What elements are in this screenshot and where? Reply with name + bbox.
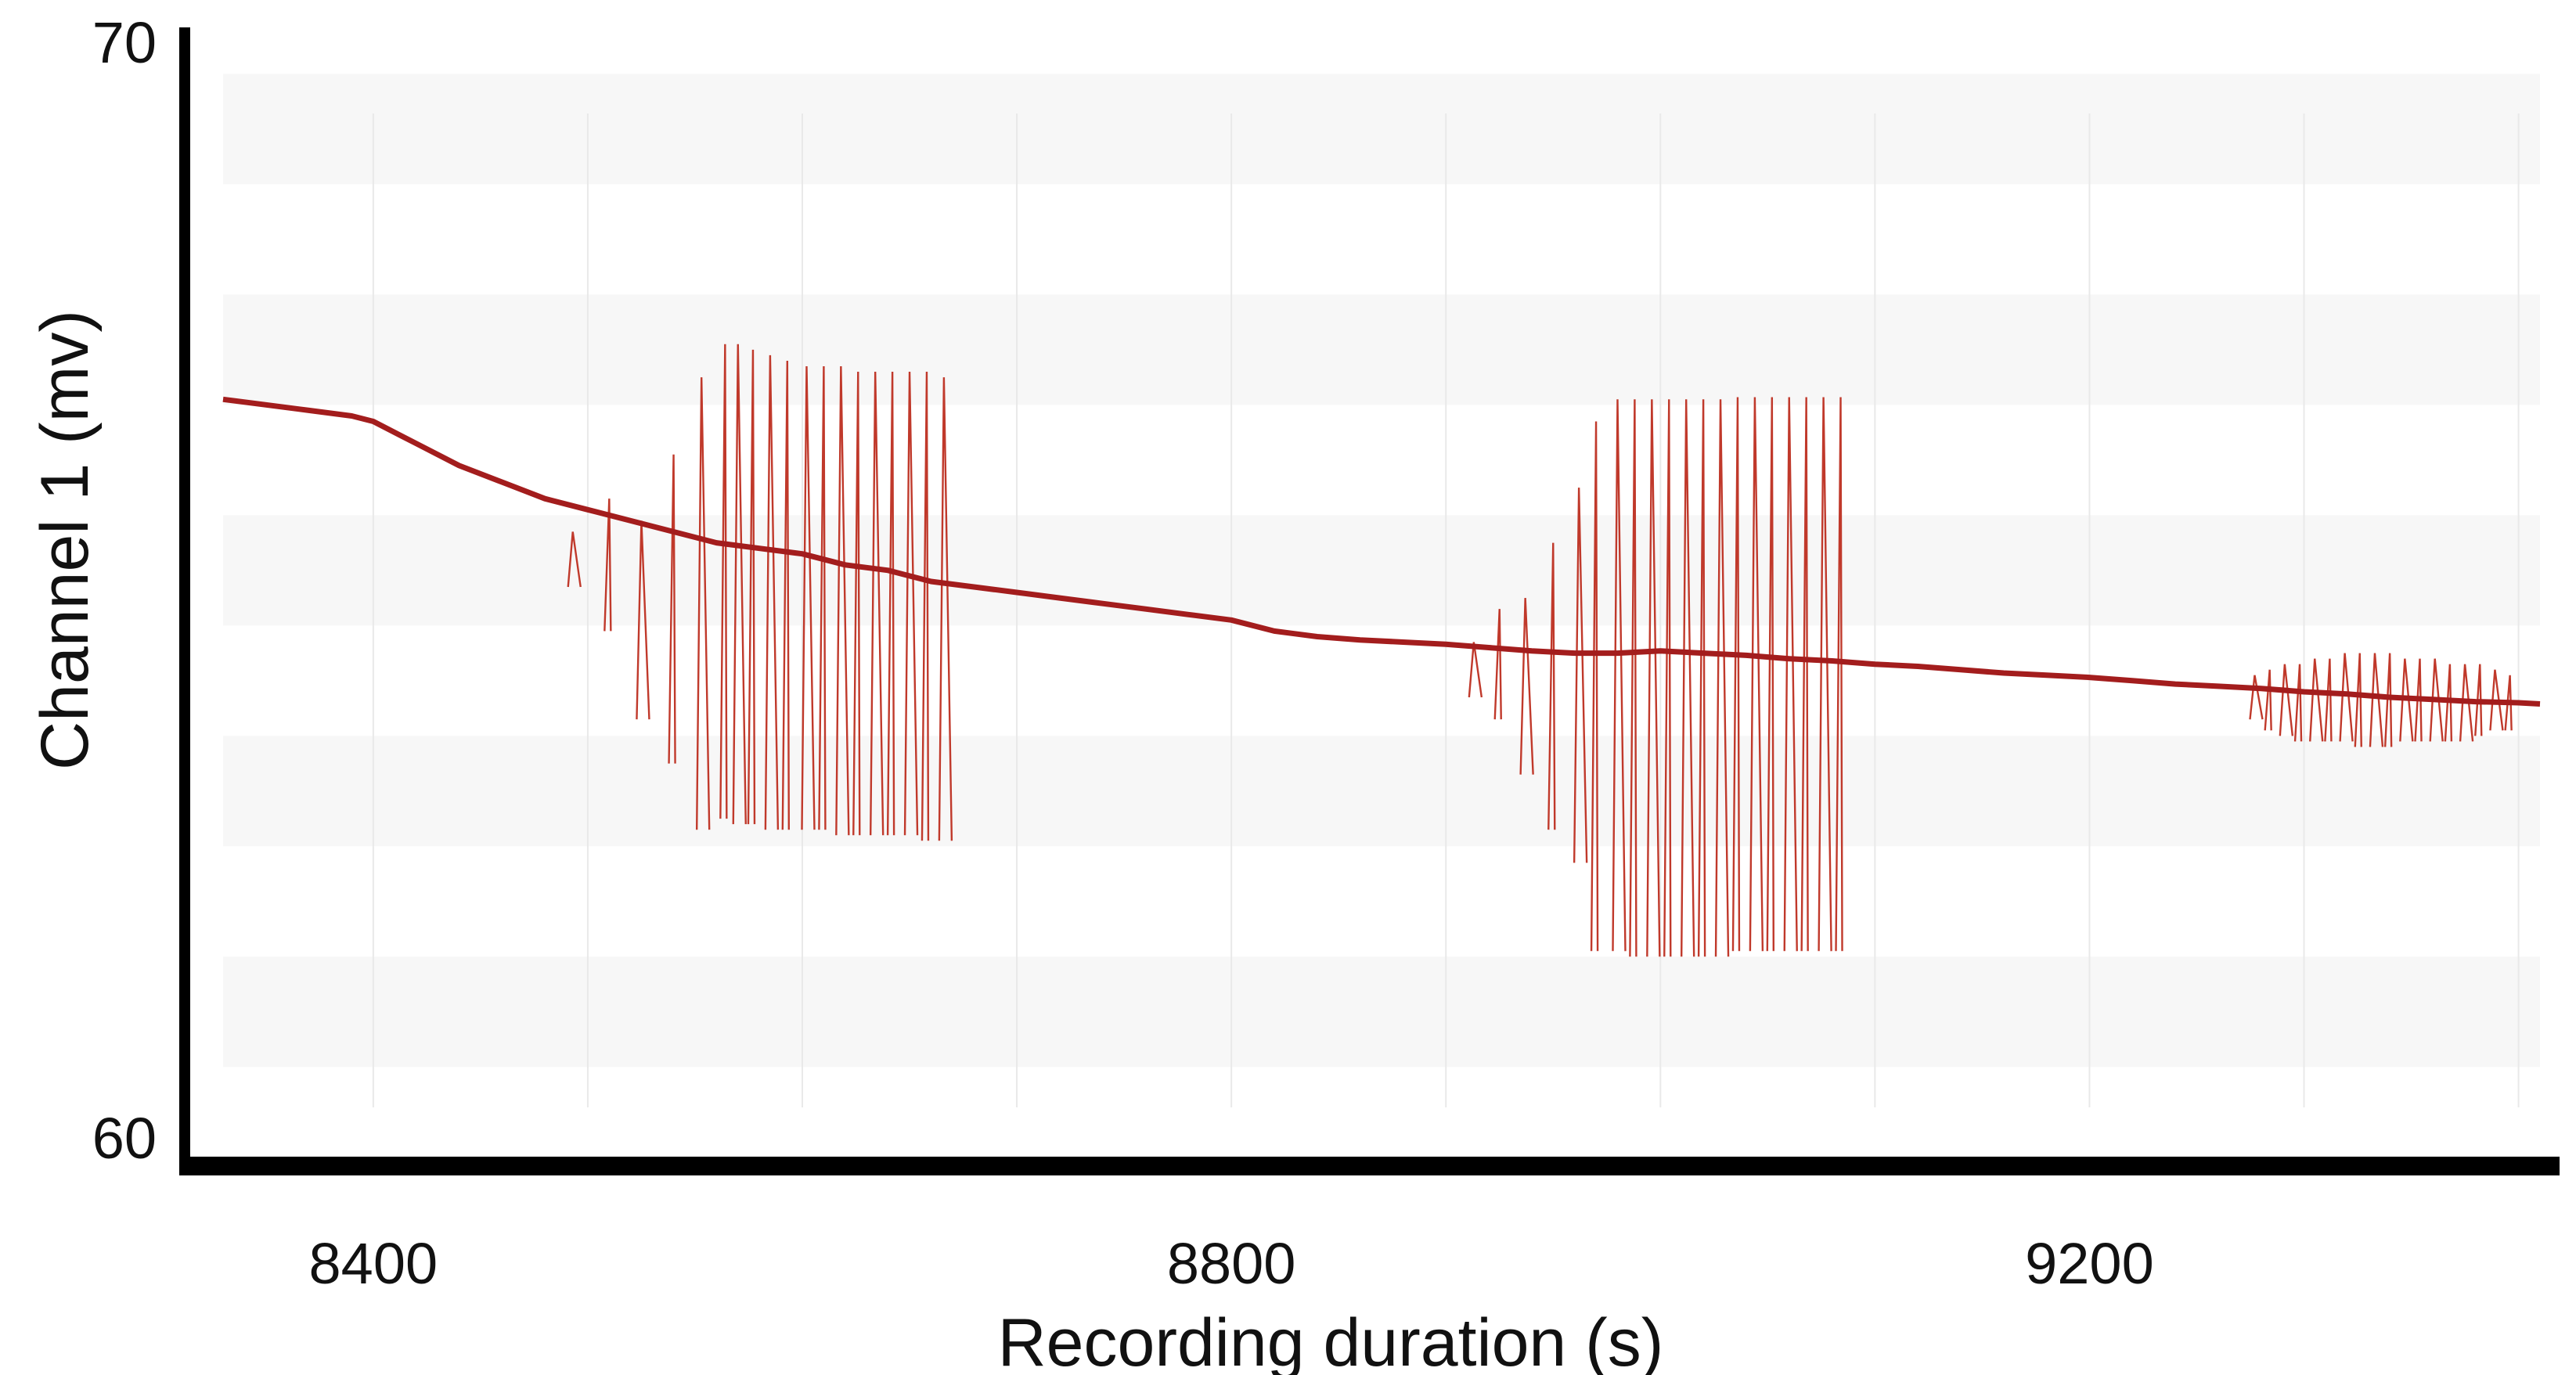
spike	[835, 365, 850, 836]
spike	[567, 531, 582, 588]
x-tick-label: 9200	[2025, 1231, 2154, 1296]
grid-band	[223, 515, 2540, 626]
spike	[781, 360, 791, 830]
spike	[903, 372, 919, 836]
spike	[852, 372, 861, 836]
grid-bands	[223, 74, 2540, 1067]
spike	[938, 377, 953, 841]
tick-labels: 8400 8800 9200 60 70	[92, 10, 2154, 1296]
spike	[1663, 399, 1672, 957]
spike	[818, 365, 827, 830]
spike	[1519, 598, 1534, 775]
grid-band	[223, 956, 2540, 1067]
spike	[1493, 609, 1502, 720]
grid-band	[223, 294, 2540, 405]
spike	[2474, 664, 2483, 736]
spike	[2309, 658, 2324, 742]
spike	[2489, 669, 2504, 731]
spike	[1573, 488, 1588, 863]
spike	[1783, 397, 1798, 952]
x-tick-label: 8800	[1167, 1231, 1296, 1296]
spike	[1590, 421, 1599, 952]
spike	[2444, 664, 2453, 742]
spike	[1547, 542, 1556, 830]
spike	[1468, 642, 1483, 698]
spike	[719, 344, 728, 819]
spike	[1697, 399, 1706, 957]
spike	[2399, 658, 2414, 742]
spike	[2264, 669, 2272, 731]
y-tick-label: 60	[92, 1106, 157, 1171]
spike	[2504, 675, 2513, 731]
x-tick-label: 8400	[309, 1231, 438, 1296]
spike	[1835, 397, 1843, 952]
spike	[801, 365, 816, 830]
spike	[1646, 399, 1661, 957]
spike	[1714, 399, 1730, 957]
spike	[764, 355, 780, 830]
vertical-gridlines	[372, 113, 2520, 1107]
spike	[732, 344, 747, 825]
spike	[2279, 664, 2294, 736]
spike	[2249, 675, 2264, 720]
spike	[1766, 397, 1775, 952]
spike	[921, 372, 930, 841]
spike	[668, 454, 676, 764]
spike	[1680, 399, 1695, 957]
spike	[695, 377, 711, 830]
spike	[2383, 653, 2393, 747]
spike	[2324, 658, 2333, 742]
spike	[1731, 397, 1741, 952]
y-axis-title: Channel 1 (mv)	[27, 310, 103, 770]
series-line	[222, 396, 2541, 707]
spike	[2293, 664, 2303, 742]
spike	[2414, 658, 2423, 742]
spike	[869, 372, 884, 836]
spike	[2339, 653, 2354, 742]
spike	[2429, 658, 2444, 742]
spike	[1800, 397, 1809, 952]
spike	[2369, 653, 2384, 747]
spike	[1818, 397, 1832, 952]
spike	[2354, 653, 2362, 747]
x-axis-title: Recording duration (s)	[998, 1305, 1664, 1375]
spike	[1749, 397, 1764, 952]
grid-band	[223, 74, 2540, 185]
spike	[1612, 399, 1627, 952]
spike	[1629, 399, 1637, 957]
y-tick-label: 70	[92, 10, 157, 75]
spike	[747, 349, 756, 825]
burst-spikes	[567, 344, 2513, 957]
spike	[886, 372, 895, 836]
spike	[603, 499, 612, 632]
spike	[2459, 664, 2474, 742]
grid-band	[223, 736, 2540, 847]
